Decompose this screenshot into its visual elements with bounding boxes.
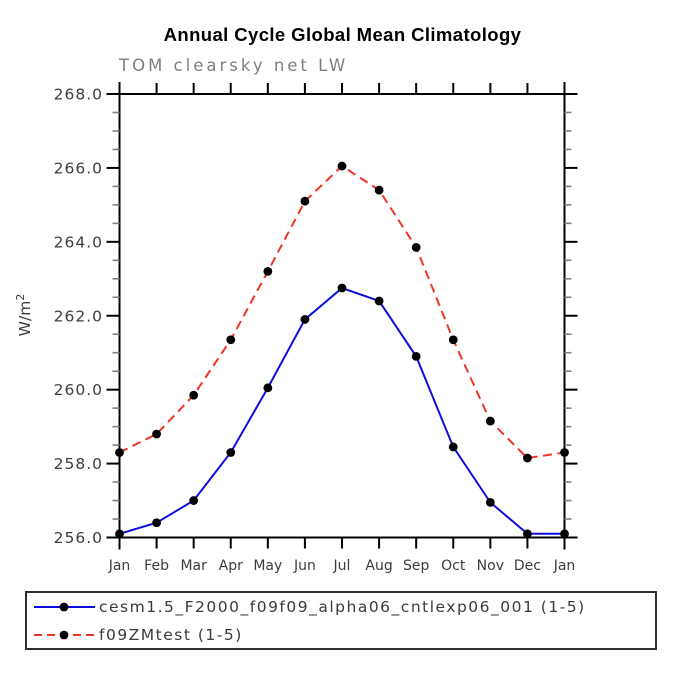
- y-tick-label: 266.0: [54, 159, 103, 177]
- data-point-marker: [485, 497, 495, 507]
- data-point-marker: [115, 448, 124, 457]
- y-tick-label: 260.0: [54, 381, 103, 399]
- legend-marker-dot: [59, 630, 69, 639]
- series-f09ZMtest: [115, 161, 569, 463]
- data-point-marker: [189, 390, 199, 400]
- axes: [106, 82, 578, 550]
- data-point-marker: [115, 529, 124, 539]
- legend-marker-dot: [59, 602, 69, 611]
- month-label: Aug: [365, 558, 392, 574]
- month-label: Oct: [441, 558, 466, 574]
- data-point-marker: [263, 267, 273, 276]
- data-point-marker: [523, 453, 532, 463]
- data-point-marker: [448, 335, 458, 345]
- y-axis-title: W/m2: [14, 294, 34, 337]
- chart-subtitle: TOM clearsky net LW: [119, 56, 349, 75]
- y-tick-label: 258.0: [54, 455, 103, 473]
- month-label: Jan: [553, 558, 576, 574]
- data-point-marker: [263, 383, 273, 393]
- legend-label-f09zmtest: f09ZMtest (1-5): [99, 625, 243, 644]
- data-point-marker: [189, 496, 199, 505]
- data-point-marker: [226, 448, 236, 457]
- month-label: Jul: [333, 558, 351, 574]
- x-axis-tick-labels: Jan Feb Mar Apr May Jun Jul Aug Sep Oct Nov Dec Jan: [108, 558, 576, 574]
- data-point-marker: [560, 529, 569, 539]
- month-label: Mar: [180, 558, 207, 574]
- data-point-marker: [448, 442, 458, 452]
- data-point-marker: [152, 429, 161, 439]
- y-tick-label: 262.0: [54, 307, 103, 325]
- month-label: Sep: [403, 558, 430, 574]
- x-axis-ticks: [118, 83, 566, 549]
- month-label: Jan: [108, 558, 131, 574]
- data-point-marker: [560, 448, 569, 457]
- month-label: Dec: [514, 558, 541, 574]
- data-point-marker: [411, 242, 421, 252]
- legend-line-sample-dashed: [34, 630, 95, 639]
- data-point-marker: [523, 529, 532, 539]
- legend-entry-cesm: cesm1.5_F2000_f09f09_alpha06_cntlexp06_0…: [33, 594, 655, 620]
- chart-title: Annual Cycle Global Mean Climatology: [163, 24, 522, 45]
- month-label: Feb: [144, 558, 169, 574]
- month-label: Jun: [293, 558, 316, 574]
- y-tick-label: 268.0: [54, 86, 103, 104]
- data-point-marker: [152, 518, 161, 528]
- y-tick-label: 256.0: [54, 529, 103, 547]
- y-axis-ticks: [106, 93, 578, 539]
- data-point-marker: [226, 335, 236, 345]
- data-point-marker: [374, 296, 384, 306]
- data-point-marker: [337, 161, 347, 171]
- legend-label-cesm: cesm1.5_F2000_f09f09_alpha06_cntlexp06_0…: [99, 597, 586, 616]
- y-axis-tick-labels: 256.0 258.0 260.0 262.0 264.0 266.0 268.0: [54, 86, 103, 548]
- data-point-marker: [411, 352, 421, 361]
- month-label: Apr: [219, 558, 243, 574]
- data-point-marker: [485, 416, 495, 426]
- data-point-marker: [337, 283, 347, 293]
- legend-line-sample-solid: [34, 602, 95, 611]
- legend-box: cesm1.5_F2000_f09f09_alpha06_cntlexp06_0…: [25, 591, 657, 650]
- series-line-f09ZMtest: [119, 164, 565, 460]
- month-label: Nov: [477, 558, 504, 574]
- legend-entry-f09zmtest: f09ZMtest (1-5): [33, 622, 655, 648]
- data-point-marker: [300, 315, 310, 324]
- y-tick-label: 264.0: [54, 233, 103, 251]
- data-point-marker: [300, 196, 310, 206]
- series-line-cesm1.5_F2000_f09f09_alpha06_cntlexp06_001: [119, 286, 565, 535]
- data-point-marker: [374, 185, 384, 195]
- month-label: May: [253, 558, 282, 574]
- series-cesm1.5_F2000_f09f09_alpha06_cntlexp06_001: [115, 283, 569, 539]
- y-axis-minor-ticks: [112, 111, 572, 520]
